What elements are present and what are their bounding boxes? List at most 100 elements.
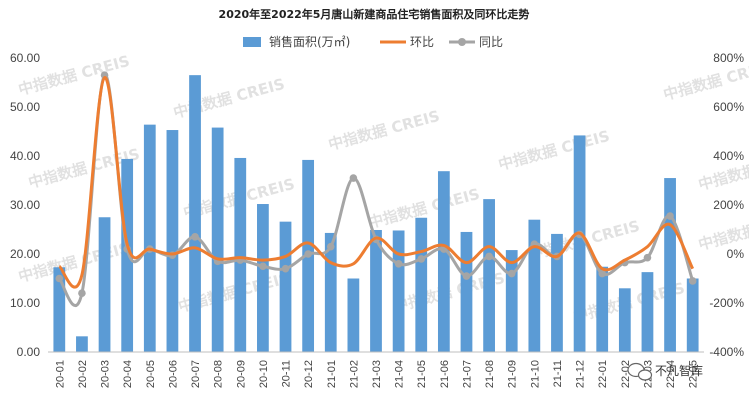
x-tick-label: 21-02	[348, 360, 360, 388]
x-axis: 20-01 20-02 20-03 20-04 20-05 20-06 20-07 20-08…	[48, 351, 704, 388]
bar	[324, 232, 337, 352]
x-tick-label: 21-08	[484, 360, 496, 388]
watermark-text: 中指数据 CREIS	[171, 75, 286, 122]
bar	[460, 231, 473, 352]
x-tick-label: 20-01	[54, 360, 66, 388]
bar	[618, 288, 631, 352]
bar	[347, 278, 360, 352]
x-tick-label: 20-02	[77, 360, 89, 388]
bar	[98, 217, 111, 352]
x-tick-label: 22-05	[688, 360, 700, 388]
bar	[505, 250, 518, 352]
x-tick-label: 20-05	[145, 360, 157, 388]
x-tick-label: 22-01	[597, 360, 609, 388]
left-axis-tick-label: 30.00	[10, 198, 40, 212]
bar	[573, 135, 586, 352]
yoy-point	[326, 242, 335, 251]
x-tick-label: 22-04	[665, 360, 677, 388]
x-tick-label: 21-01	[326, 360, 338, 388]
yoy-point	[191, 233, 199, 241]
right-axis-tick-label: 400%	[713, 149, 744, 163]
bar	[76, 336, 88, 352]
yoy-point	[643, 253, 652, 262]
left-axis: 0.00 10.00 20.00 30.00 40.00 50.00 60.00	[10, 51, 40, 359]
left-axis-tick-label: 50.00	[10, 100, 40, 114]
chart-title: 2020年至2022年5月唐山新建商品住宅销售面积及同环比走势	[219, 7, 530, 21]
x-tick-label: 20-11	[281, 360, 293, 387]
x-tick-label: 20-08	[213, 360, 225, 388]
mom-line	[58, 76, 695, 289]
right-axis-tick-label: 200%	[713, 198, 744, 212]
yoy-point	[304, 250, 312, 258]
bar	[483, 199, 495, 352]
yoy-point	[259, 262, 267, 271]
x-tick-label: 21-10	[529, 360, 541, 388]
x-tick-label: 20-06	[167, 360, 179, 388]
yoy-point	[462, 272, 471, 280]
bar	[234, 157, 247, 352]
watermark-text: 中指数据 CREIS	[496, 127, 611, 174]
bar	[415, 217, 428, 352]
bar	[664, 178, 676, 352]
left-axis-tick-label: 10.00	[10, 296, 40, 310]
bar	[551, 233, 563, 352]
watermark-text: 中指数据 CREIS	[326, 107, 441, 154]
legend-label: 销售面积(万㎡)	[269, 34, 350, 49]
legend-swatch-bar	[243, 37, 261, 47]
left-axis-tick-label: 60.00	[10, 51, 40, 65]
right-axis: -400% -200% 0% 200% 400% 600% 800%	[709, 51, 744, 359]
x-tick-label: 21-11	[552, 360, 564, 387]
x-tick-label: 21-06	[439, 360, 451, 388]
yoy-point	[349, 174, 358, 182]
yoy-point	[598, 269, 607, 278]
legend-label: 同比	[479, 35, 503, 49]
yoy-point	[78, 289, 86, 298]
bar-series	[53, 75, 699, 353]
right-axis-tick-label: 800%	[713, 51, 744, 65]
x-tick-label: 21-09	[507, 360, 519, 388]
x-tick-label: 21-04	[394, 360, 406, 388]
right-axis-tick-label: 0%	[727, 247, 745, 261]
line-series	[55, 71, 697, 307]
x-tick-label: 20-12	[303, 360, 315, 388]
bar	[392, 230, 405, 352]
bar	[189, 75, 201, 353]
bar	[641, 272, 654, 352]
x-tick-label: 20-07	[190, 360, 202, 388]
yoy-point	[507, 269, 516, 278]
x-tick-label: 21-07	[461, 360, 473, 388]
x-tick-label: 21-03	[371, 360, 383, 388]
left-axis-tick-label: 20.00	[10, 247, 40, 261]
right-axis-tick-label: -200%	[709, 296, 744, 310]
x-tick-label: 20-09	[235, 360, 247, 388]
wechat-icon	[627, 362, 653, 381]
legend: 销售面积(万㎡) 环比 同比	[243, 34, 503, 49]
x-tick-label: 21-05	[416, 360, 428, 388]
bar	[121, 158, 134, 352]
bar	[437, 171, 450, 352]
bar	[53, 267, 66, 352]
bar	[279, 221, 292, 352]
x-tick-label: 21-12	[575, 360, 587, 388]
wechat-badge: 不凡智库	[627, 362, 703, 381]
yoy-point	[281, 264, 290, 273]
bar	[528, 219, 541, 352]
watermark-text: 中指数据 CREIS	[16, 239, 131, 286]
x-tick-label: 20-10	[258, 360, 270, 388]
yoy-point	[417, 255, 426, 263]
badge-label: 不凡智库	[655, 363, 703, 378]
bar	[211, 127, 224, 352]
legend-label: 环比	[410, 35, 434, 49]
x-tick-label: 20-03	[100, 360, 112, 388]
yoy-point	[55, 274, 64, 283]
yoy-point	[394, 260, 403, 268]
bar	[370, 229, 382, 352]
yoy-point	[485, 252, 493, 261]
x-tick-label: 20-04	[122, 360, 134, 388]
bar	[596, 266, 609, 352]
left-axis-tick-label: 40.00	[10, 149, 40, 163]
yoy-point	[688, 277, 697, 285]
bar	[166, 130, 179, 352]
right-axis-tick-label: -400%	[709, 345, 744, 359]
